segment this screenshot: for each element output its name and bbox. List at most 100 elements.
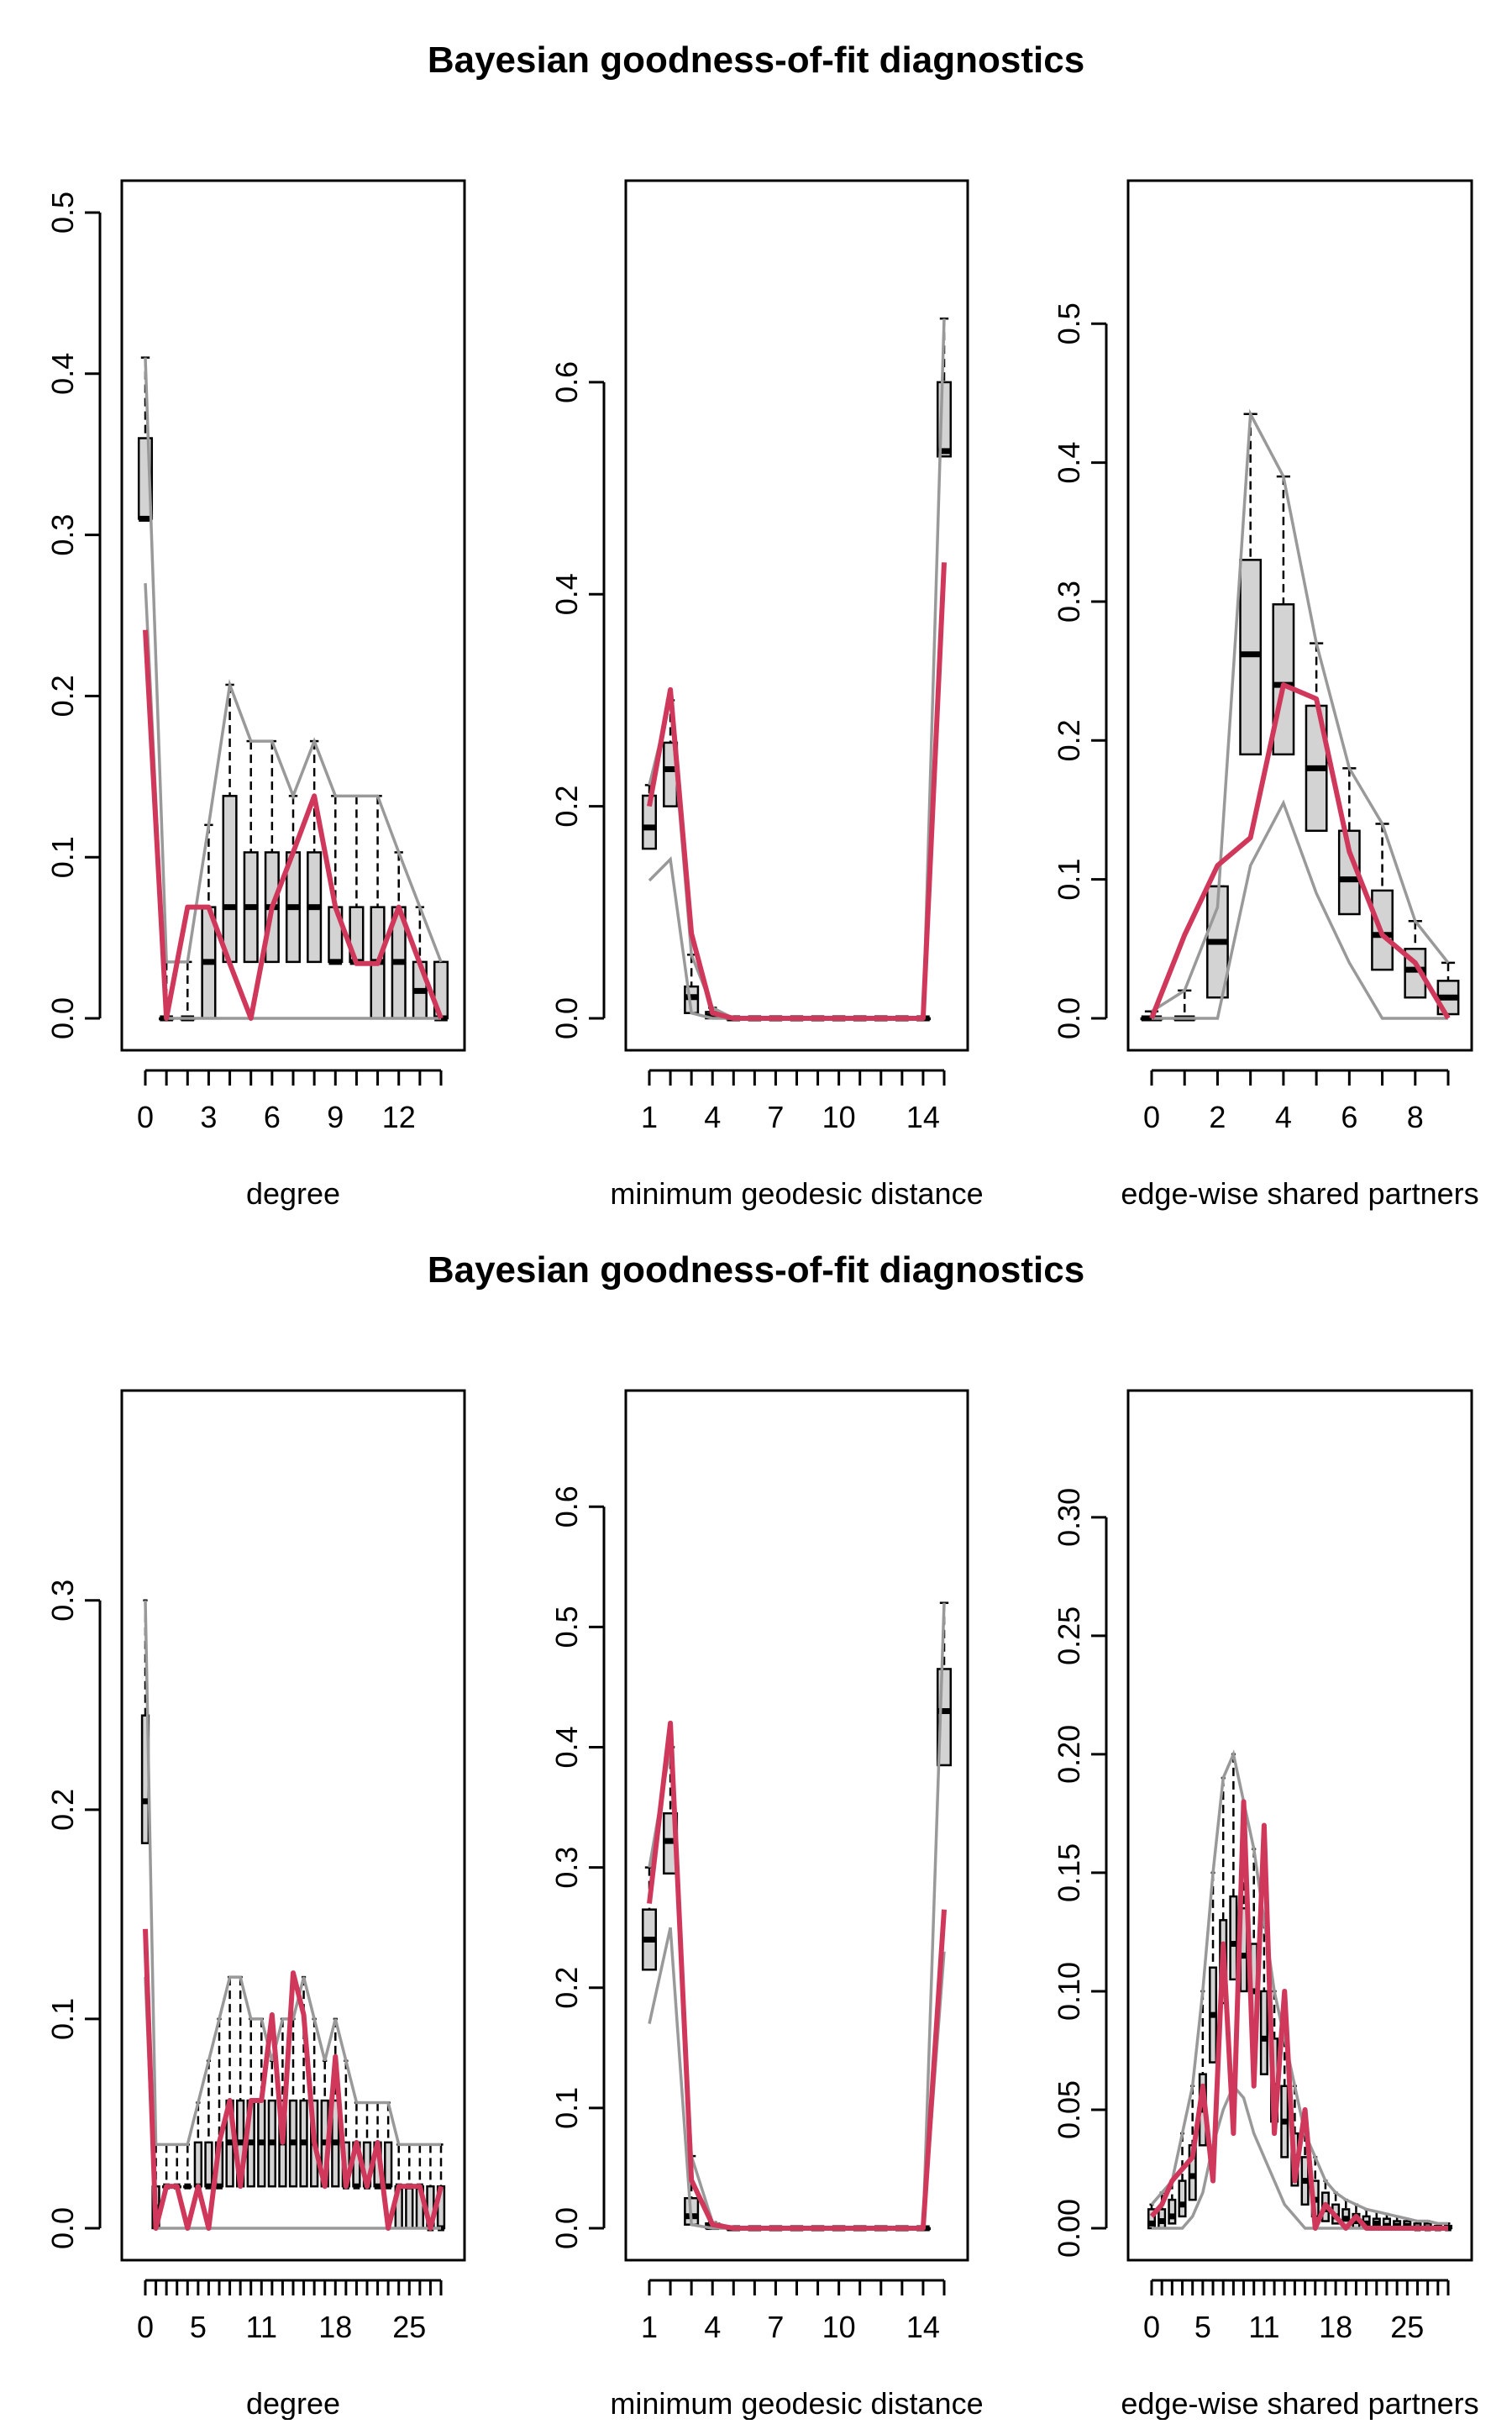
lower-bound-line: [144, 583, 441, 1020]
lower-bound-line: [1152, 799, 1448, 1020]
y-tick-label: 0.05: [1052, 2080, 1086, 2139]
y-tick-label: 0.3: [549, 1847, 584, 1889]
box: [193, 2141, 203, 2188]
x-tick-label: 5: [190, 2310, 207, 2344]
upper-bound-line: [1151, 408, 1450, 1013]
y-tick-label: 0.5: [1052, 302, 1086, 344]
x-tick-label: 7: [767, 2310, 784, 2344]
x-tick-label: 4: [704, 1100, 721, 1134]
observed-line: [1149, 682, 1451, 1020]
x-tick-label: 6: [1341, 1100, 1357, 1134]
box: [1168, 2198, 1177, 2225]
y-tick-label: 0.30: [1052, 1488, 1086, 1547]
lower-bound-line: [144, 1977, 441, 2230]
x-axis-label: edge-wise shared partners: [1121, 1176, 1478, 1211]
x-tick-label: 1: [641, 1100, 658, 1134]
x-tick-label: 5: [1194, 2310, 1211, 2344]
plot-frame: [1126, 179, 1473, 1052]
box: [204, 2141, 213, 2188]
y-tick-label: 0.2: [45, 1789, 80, 1831]
upper-bound-line: [144, 357, 443, 964]
y-tick-label: 0.0: [549, 2207, 584, 2249]
observed-line: [647, 562, 947, 1021]
y-tick-label: 0.2: [549, 786, 584, 828]
x-tick-label: 10: [822, 2310, 856, 2344]
box: [383, 2141, 393, 2188]
y-tick-label: 0.1: [45, 1998, 80, 2040]
box: [1178, 2179, 1187, 2218]
x-tick-label: 6: [264, 1100, 281, 1134]
y-tick-label: 0.10: [1052, 1962, 1086, 2021]
y-tick-label: 0.0: [45, 997, 80, 1039]
x-axis-label: degree: [246, 1176, 340, 1211]
x-tick-label: 7: [767, 1100, 784, 1134]
box: [405, 2185, 414, 2230]
x-tick-label: 1: [641, 2310, 658, 2344]
y-tick-label: 0.20: [1052, 1725, 1086, 1784]
observed-line: [647, 1720, 947, 2231]
x-tick-label: 8: [1407, 1100, 1424, 1134]
x-tick-label: 10: [822, 1100, 856, 1134]
x-axis-label: edge-wise shared partners: [1121, 2386, 1478, 2420]
x-tick-label: 2: [1209, 1100, 1226, 1134]
y-tick-label: 0.00: [1052, 2199, 1086, 2258]
upper-bound-line: [648, 1602, 946, 2230]
y-tick-label: 0.3: [45, 514, 80, 556]
x-tick-label: 3: [200, 1100, 217, 1134]
plot-frame: [624, 1389, 969, 2262]
chart-title-bottom: Bayesian goodness-of-fit diagnostics: [428, 1249, 1084, 1291]
x-tick-label: 11: [246, 2310, 277, 2344]
y-tick-label: 0.25: [1052, 1606, 1086, 1665]
plot-frame: [120, 179, 466, 1052]
y-tick-label: 0.2: [1052, 719, 1086, 761]
y-tick-label: 0.2: [549, 1967, 584, 2009]
y-tick-label: 0.6: [549, 361, 584, 403]
x-tick-label: 18: [318, 2310, 352, 2344]
y-tick-label: 0.2: [45, 675, 80, 717]
x-tick-label: 0: [1143, 1100, 1160, 1134]
plot-frame: [624, 179, 969, 1052]
y-tick-label: 0.4: [549, 573, 584, 615]
y-tick-label: 0.1: [549, 2087, 584, 2129]
panel-bottom-esp: 0.00 0.05 0.10 0.15 0.20 0.25 0.30 0 5 11 18 25 edge…: [1052, 1389, 1479, 2421]
x-axis-label: minimum geodesic distance: [610, 2386, 983, 2420]
y-tick-label: 0.3: [1052, 581, 1086, 623]
x-tick-label: 9: [327, 1100, 344, 1134]
panel-top-degree: 0.0 0.1 0.2 0.3 0.4 0.5 0 3 6 9 12 degree: [45, 179, 466, 1211]
y-tick-label: 0.6: [549, 1485, 584, 1527]
x-tick-label: 12: [382, 1100, 416, 1134]
x-tick-label: 4: [704, 2310, 721, 2344]
observed-line: [143, 629, 444, 1021]
box: [1272, 603, 1295, 756]
upper-bound-line: [1150, 1749, 1448, 2226]
panels-group: 0.00.10.20.30.40.50 3 6 9 12degree0.00.20.40…: [45, 179, 1479, 2421]
plot-frame: [1126, 1389, 1473, 2262]
upper-bound-line: [144, 1600, 441, 2147]
y-tick-label: 0.5: [45, 192, 80, 234]
x-tick-label: 0: [137, 1100, 154, 1134]
x-axis-label: minimum geodesic distance: [610, 1176, 983, 1211]
y-tick-label: 0.3: [45, 1580, 80, 1622]
box: [1259, 1990, 1268, 2075]
y-tick-label: 0.5: [549, 1606, 584, 1648]
y-tick-label: 0.1: [1052, 859, 1086, 901]
box: [222, 795, 238, 964]
y-tick-label: 0.15: [1052, 1843, 1086, 1902]
x-tick-label: 18: [1319, 2310, 1352, 2344]
x-tick-label: 25: [392, 2310, 426, 2344]
upper-bound-line: [648, 318, 946, 1020]
y-tick-label: 0.0: [1052, 997, 1086, 1039]
x-tick-label: 0: [137, 2310, 154, 2344]
y-tick-label: 0.4: [1052, 442, 1086, 484]
x-tick-label: 4: [1275, 1100, 1292, 1134]
panel-bottom-degree: 0.0 0.1 0.2 0.3 0 5 11 18 25 degree: [45, 1389, 466, 2421]
plot-frame: [120, 1389, 466, 2262]
observed-line: [143, 1928, 444, 2231]
y-tick-label: 0.0: [549, 997, 584, 1039]
x-tick-label: 25: [1390, 2310, 1424, 2344]
chart-title-top: Bayesian goodness-of-fit diagnostics: [428, 39, 1084, 81]
